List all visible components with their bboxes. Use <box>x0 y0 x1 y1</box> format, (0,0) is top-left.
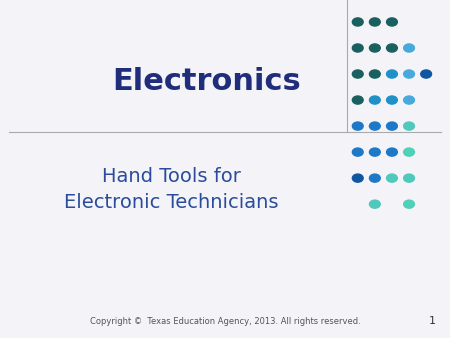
Circle shape <box>352 122 363 130</box>
Circle shape <box>352 148 363 156</box>
Circle shape <box>369 148 380 156</box>
Circle shape <box>352 174 363 182</box>
Circle shape <box>387 96 397 104</box>
Circle shape <box>404 44 414 52</box>
Text: Copyright ©  Texas Education Agency, 2013. All rights reserved.: Copyright © Texas Education Agency, 2013… <box>90 317 360 325</box>
Circle shape <box>352 18 363 26</box>
Circle shape <box>369 96 380 104</box>
Circle shape <box>421 70 432 78</box>
Circle shape <box>387 174 397 182</box>
Circle shape <box>387 44 397 52</box>
Circle shape <box>369 70 380 78</box>
Text: Hand Tools for
Electronic Technicians: Hand Tools for Electronic Technicians <box>64 167 278 212</box>
Circle shape <box>404 148 414 156</box>
Circle shape <box>352 96 363 104</box>
Circle shape <box>404 174 414 182</box>
Circle shape <box>369 200 380 208</box>
Circle shape <box>387 18 397 26</box>
Circle shape <box>404 70 414 78</box>
Circle shape <box>369 174 380 182</box>
Circle shape <box>352 44 363 52</box>
Circle shape <box>369 44 380 52</box>
Circle shape <box>352 70 363 78</box>
Circle shape <box>387 70 397 78</box>
Circle shape <box>404 96 414 104</box>
Text: 1: 1 <box>428 316 436 326</box>
Circle shape <box>369 122 380 130</box>
Circle shape <box>369 18 380 26</box>
Circle shape <box>387 122 397 130</box>
Text: Electronics: Electronics <box>112 67 302 96</box>
Circle shape <box>387 148 397 156</box>
Circle shape <box>404 200 414 208</box>
Circle shape <box>404 122 414 130</box>
